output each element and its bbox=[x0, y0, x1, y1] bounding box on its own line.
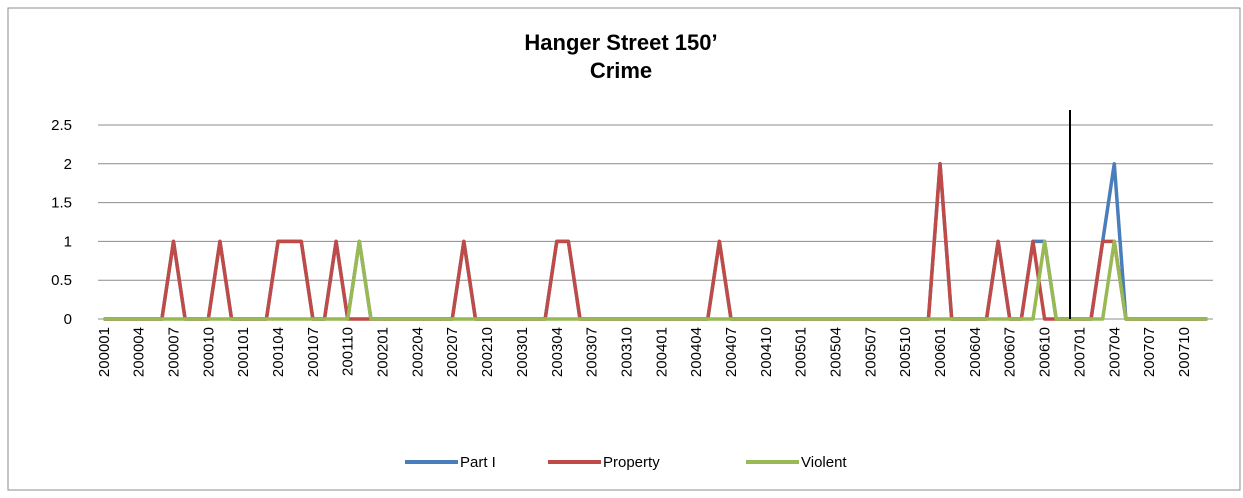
x-tick-label: 200001 bbox=[96, 327, 113, 377]
x-tick-label: 200010 bbox=[200, 327, 217, 377]
x-tick-label: 200104 bbox=[270, 327, 287, 377]
x-tick-label: 200504 bbox=[828, 327, 845, 377]
x-tick-label: 200704 bbox=[1106, 327, 1123, 377]
x-tick-label: 200210 bbox=[479, 327, 496, 377]
x-tick-label: 200404 bbox=[688, 327, 705, 377]
x-tick-label: 200107 bbox=[305, 327, 322, 377]
y-tick-label: 1 bbox=[64, 233, 72, 250]
x-tick-label: 200204 bbox=[409, 327, 426, 377]
x-tick-label: 200604 bbox=[967, 327, 984, 377]
x-tick-label: 200710 bbox=[1176, 327, 1193, 377]
chart-title: Hanger Street 150’ bbox=[524, 30, 717, 55]
x-tick-label: 200701 bbox=[1071, 327, 1088, 377]
x-tick-label: 200401 bbox=[653, 327, 670, 377]
x-tick-label: 200410 bbox=[758, 327, 775, 377]
x-tick-label: 200110 bbox=[340, 327, 357, 376]
y-tick-label: 2.5 bbox=[51, 117, 72, 134]
x-tick-label: 200507 bbox=[862, 327, 879, 377]
y-tick-label: 0 bbox=[64, 311, 72, 328]
x-tick-label: 200707 bbox=[1141, 327, 1158, 377]
x-tick-label: 200601 bbox=[932, 327, 949, 377]
series-line bbox=[103, 239, 1208, 321]
x-tick-label: 200101 bbox=[235, 327, 252, 377]
x-tick-label: 200310 bbox=[618, 327, 635, 377]
x-tick-label: 200301 bbox=[514, 327, 531, 377]
y-tick-label: 0.5 bbox=[51, 272, 72, 289]
x-tick-label: 200201 bbox=[375, 327, 392, 377]
legend-label: Part I bbox=[460, 454, 496, 471]
x-tick-label: 200207 bbox=[444, 327, 461, 377]
x-tick-label: 200004 bbox=[131, 327, 148, 377]
chart-title: Crime bbox=[590, 58, 652, 83]
legend-label: Violent bbox=[801, 454, 847, 471]
x-tick-label: 200304 bbox=[549, 327, 566, 377]
plot bbox=[103, 162, 1208, 321]
x-tick-label: 200501 bbox=[793, 327, 810, 377]
y-tick-label: 1.5 bbox=[51, 195, 72, 212]
legend-label: Property bbox=[603, 454, 660, 471]
x-tick-label: 200307 bbox=[584, 327, 601, 377]
y-tick-label: 2 bbox=[64, 156, 72, 173]
x-tick-label: 200510 bbox=[897, 327, 914, 377]
x-tick-label: 200610 bbox=[1037, 327, 1054, 377]
legend: Part I Property Violent bbox=[405, 454, 847, 471]
x-tick-label: 200607 bbox=[1002, 327, 1019, 377]
x-tick-label: 200007 bbox=[165, 327, 182, 377]
x-tick-label: 200407 bbox=[723, 327, 740, 377]
